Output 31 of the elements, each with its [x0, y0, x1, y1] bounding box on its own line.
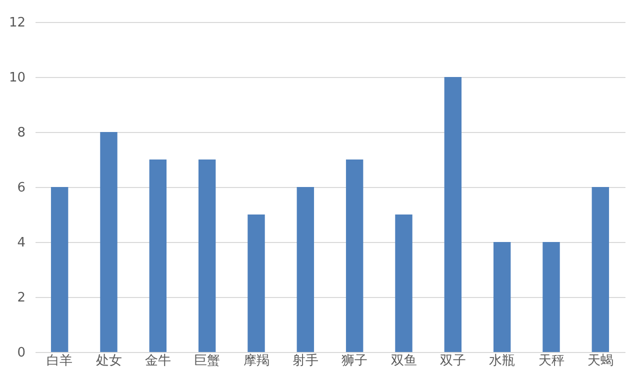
- y-tick-label: 10: [8, 70, 26, 86]
- x-tick-label: 金牛: [144, 354, 171, 368]
- y-tick-label: 0: [17, 346, 26, 360]
- y-tick-label: 4: [17, 236, 26, 250]
- bar: [50, 187, 68, 352]
- x-tick-label: 双子: [440, 354, 466, 368]
- x-tick-label: 白羊: [46, 354, 73, 368]
- bar: [100, 132, 118, 352]
- bar: [493, 242, 511, 352]
- x-tick-label: 双鱼: [390, 354, 417, 368]
- x-tick-label: 天蝎: [587, 354, 614, 368]
- x-tick-label: 处女: [96, 354, 122, 368]
- x-tick-label: 水瓶: [489, 354, 516, 368]
- bar: [395, 214, 412, 352]
- bar: [444, 77, 462, 352]
- x-tick-label: 天秤: [538, 354, 564, 368]
- x-tick-label: 巨蟹: [194, 354, 220, 368]
- y-tick-label: 2: [17, 290, 26, 306]
- bar: [149, 160, 167, 352]
- bar: [592, 187, 610, 352]
- x-tick-label: 摩羯: [243, 354, 270, 368]
- y-tick-label: 6: [17, 180, 26, 196]
- y-tick-label: 12: [8, 16, 26, 30]
- bar: [346, 160, 364, 352]
- x-tick-label: 狮子: [342, 354, 368, 368]
- bar: [296, 187, 314, 352]
- bar: [198, 160, 216, 352]
- y-tick-label: 8: [17, 126, 26, 140]
- bar: [542, 242, 560, 352]
- x-tick-label: 射手: [292, 354, 318, 368]
- bar: [248, 214, 265, 352]
